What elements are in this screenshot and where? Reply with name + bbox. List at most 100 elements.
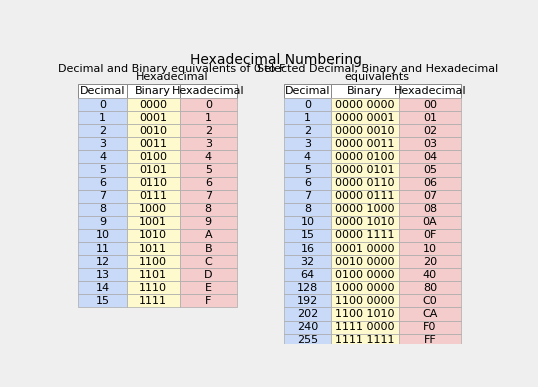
Bar xyxy=(399,268,461,281)
Text: 8: 8 xyxy=(304,204,311,214)
Text: A: A xyxy=(204,231,212,240)
Bar xyxy=(399,255,461,268)
Bar xyxy=(78,229,127,242)
Bar xyxy=(331,281,399,295)
Bar xyxy=(284,268,331,281)
Bar xyxy=(180,268,237,281)
Text: 0100 0000: 0100 0000 xyxy=(335,270,394,280)
Bar xyxy=(180,111,237,124)
Text: B: B xyxy=(204,243,212,253)
Bar xyxy=(78,268,127,281)
Bar xyxy=(180,281,237,295)
Text: 14: 14 xyxy=(95,283,110,293)
Text: 1111: 1111 xyxy=(139,296,167,306)
Text: 8: 8 xyxy=(99,204,106,214)
Bar xyxy=(78,255,127,268)
Text: Hexadecimal: Hexadecimal xyxy=(394,86,466,96)
Text: 06: 06 xyxy=(423,178,437,188)
Text: 10: 10 xyxy=(301,217,315,228)
Bar xyxy=(399,124,461,137)
Text: 3: 3 xyxy=(205,139,212,149)
Text: 0000 0011: 0000 0011 xyxy=(335,139,394,149)
Text: 00: 00 xyxy=(423,99,437,110)
Text: CA: CA xyxy=(422,309,437,319)
Bar xyxy=(284,320,331,334)
Text: 2: 2 xyxy=(99,126,106,136)
Bar xyxy=(78,295,127,307)
Text: 03: 03 xyxy=(423,139,437,149)
Bar xyxy=(331,111,399,124)
Text: D: D xyxy=(204,270,213,280)
Bar xyxy=(284,203,331,216)
Bar xyxy=(78,151,127,163)
Bar xyxy=(399,334,461,347)
Bar xyxy=(127,84,180,98)
Text: 01: 01 xyxy=(423,113,437,123)
Bar xyxy=(331,229,399,242)
Bar xyxy=(284,84,331,98)
Bar xyxy=(399,229,461,242)
Text: 2: 2 xyxy=(304,126,311,136)
Bar xyxy=(284,190,331,203)
Bar xyxy=(127,216,180,229)
Text: 240: 240 xyxy=(297,322,318,332)
Text: 2: 2 xyxy=(205,126,212,136)
Bar xyxy=(78,216,127,229)
Text: 0110: 0110 xyxy=(139,178,167,188)
Text: 1111 0000: 1111 0000 xyxy=(335,322,394,332)
Text: 1100: 1100 xyxy=(139,257,167,267)
Bar xyxy=(284,176,331,190)
Text: Selected Decimal, Binary and Hexadecimal: Selected Decimal, Binary and Hexadecimal xyxy=(257,64,498,74)
Bar xyxy=(127,229,180,242)
Bar xyxy=(284,229,331,242)
Bar xyxy=(399,190,461,203)
Bar xyxy=(78,190,127,203)
Bar xyxy=(284,151,331,163)
Text: 9: 9 xyxy=(205,217,212,228)
Bar xyxy=(127,151,180,163)
Text: F0: F0 xyxy=(423,322,437,332)
Text: 1010: 1010 xyxy=(139,231,167,240)
Bar xyxy=(331,176,399,190)
Text: 0000 1010: 0000 1010 xyxy=(335,217,394,228)
Text: Hexadecimal: Hexadecimal xyxy=(172,86,245,96)
Bar xyxy=(78,163,127,176)
Text: 64: 64 xyxy=(300,270,315,280)
Bar xyxy=(180,98,237,111)
Text: C0: C0 xyxy=(422,296,437,306)
Bar xyxy=(180,124,237,137)
Bar xyxy=(180,203,237,216)
Text: 4: 4 xyxy=(205,152,212,162)
Bar xyxy=(180,229,237,242)
Text: 15: 15 xyxy=(301,231,315,240)
Text: 40: 40 xyxy=(423,270,437,280)
Text: 1100 0000: 1100 0000 xyxy=(335,296,394,306)
Text: 1110: 1110 xyxy=(139,283,167,293)
Text: 0000 0001: 0000 0001 xyxy=(335,113,394,123)
Bar xyxy=(284,163,331,176)
Text: Binary: Binary xyxy=(135,86,171,96)
Bar xyxy=(127,203,180,216)
Text: 8: 8 xyxy=(205,204,212,214)
Bar xyxy=(284,334,331,347)
Bar xyxy=(399,137,461,151)
Bar xyxy=(127,163,180,176)
Bar xyxy=(78,242,127,255)
Text: 0100: 0100 xyxy=(139,152,167,162)
Bar xyxy=(127,111,180,124)
Text: 32: 32 xyxy=(300,257,315,267)
Text: FF: FF xyxy=(423,335,436,345)
Bar xyxy=(180,137,237,151)
Text: C: C xyxy=(204,257,212,267)
Bar xyxy=(331,124,399,137)
Bar xyxy=(78,281,127,295)
Bar xyxy=(399,203,461,216)
Text: 0011: 0011 xyxy=(139,139,167,149)
Bar xyxy=(78,137,127,151)
Text: 255: 255 xyxy=(297,335,318,345)
Bar xyxy=(127,124,180,137)
Bar xyxy=(331,84,399,98)
Bar xyxy=(284,242,331,255)
Bar xyxy=(284,281,331,295)
Text: 0000 1000: 0000 1000 xyxy=(335,204,394,214)
